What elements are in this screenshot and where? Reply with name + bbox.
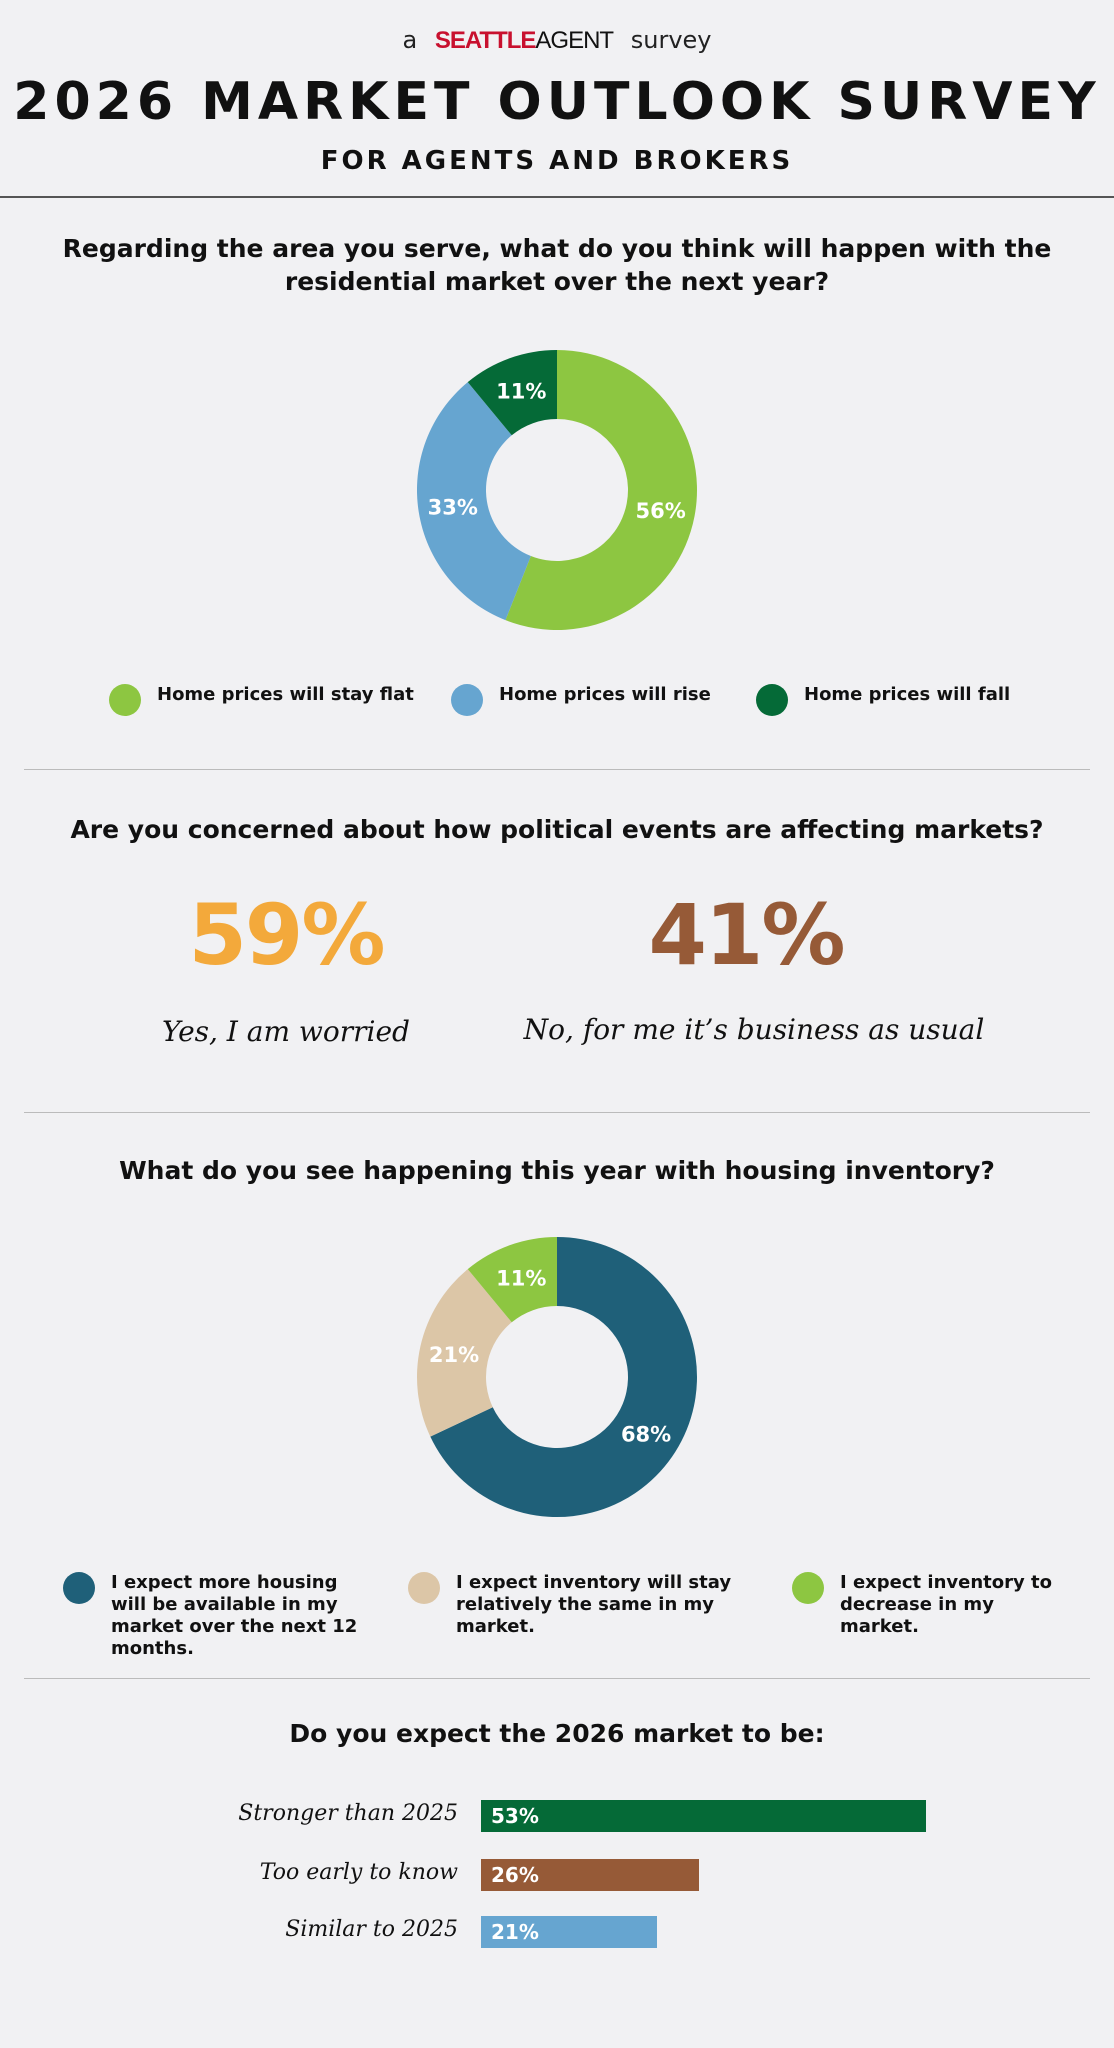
legend-label: Home prices will rise: [499, 684, 711, 705]
legend-label: Home prices will fall: [804, 684, 1011, 705]
bar: 26%: [481, 1859, 700, 1891]
legend-label: I expect inventory to decrease in my mar…: [840, 1572, 1052, 1637]
donut-chart-housing-inventory: 68% 21% 11%: [417, 1237, 697, 1517]
donut-slice-label: 56%: [635, 499, 685, 523]
legend-item: I expect more housing will be available …: [63, 1572, 363, 1660]
bar-value-label: 26%: [491, 1863, 539, 1887]
donut-slice-label: 33%: [428, 496, 478, 520]
brand-suffix: survey: [630, 26, 712, 54]
donut-slice: [417, 1269, 512, 1437]
bar-category-label: Too early to know: [259, 1860, 458, 1885]
legend-swatch: [451, 684, 483, 716]
brand-prefix: a: [402, 26, 418, 54]
no-percentage: 41%: [648, 886, 845, 984]
donut-slice-label: 68%: [621, 1423, 671, 1447]
yes-percentage: 59%: [188, 886, 385, 984]
donut-slice-label: 11%: [496, 380, 546, 404]
section-divider: [24, 1678, 1090, 1679]
legend-item: I expect inventory will stay relatively …: [408, 1572, 780, 1638]
yes-label: Yes, I am worried: [162, 1015, 410, 1048]
legend-swatch: [63, 1572, 95, 1604]
legend-item: I expect inventory to decrease in my mar…: [792, 1572, 1070, 1638]
survey-brand-line: a SEATTLEAGENT survey: [0, 26, 1114, 55]
bar: 53%: [481, 1800, 926, 1832]
legend-label: Home prices will stay flat: [157, 684, 414, 705]
bar-category-label: Stronger than 2025: [238, 1801, 458, 1826]
legend-swatch: [408, 1572, 440, 1604]
legend-label: I expect inventory will stay relatively …: [456, 1572, 732, 1637]
donut-slice: [467, 350, 557, 436]
question-2026-market: Do you expect the 2026 market to be:: [289, 1719, 825, 1748]
donut-slice: [505, 350, 697, 630]
legend-item: Home prices will fall: [756, 684, 1076, 716]
page-subtitle: FOR AGENTS AND BROKERS: [320, 146, 794, 176]
legend-item: Home prices will rise: [451, 684, 771, 716]
donut-slice-label: 21%: [429, 1343, 479, 1367]
legend-swatch: [792, 1572, 824, 1604]
seattle-agent-logo: SEATTLEAGENT: [434, 27, 614, 54]
legend-label: I expect more housing will be available …: [111, 1572, 358, 1659]
legend-swatch: [109, 684, 141, 716]
question-political-events: Are you concerned about how political ev…: [70, 815, 1044, 844]
no-label: No, for me it’s business as usual: [523, 1013, 985, 1046]
bar: 21%: [481, 1916, 658, 1948]
question-residential-market: Regarding the area you serve, what do yo…: [62, 234, 1052, 296]
donut-slice: [417, 382, 531, 621]
legend-item: Home prices will stay flat: [109, 684, 429, 716]
question-housing-inventory: What do you see happening this year with…: [119, 1156, 995, 1185]
bar-category-label: Similar to 2025: [285, 1917, 458, 1942]
donut-slice: [430, 1237, 697, 1517]
header-divider: [0, 196, 1114, 198]
legend-swatch: [756, 684, 788, 716]
donut-chart-home-prices: 56% 33% 11%: [417, 350, 697, 630]
bar-value-label: 21%: [491, 1920, 539, 1944]
page-title: 2026 MARKET OUTLOOK SURVEY: [13, 72, 1101, 132]
donut-slice: [467, 1237, 557, 1323]
section-divider: [24, 769, 1090, 770]
bar-value-label: 53%: [491, 1804, 539, 1828]
donut-slice-label: 11%: [496, 1267, 546, 1291]
section-divider: [24, 1112, 1090, 1113]
